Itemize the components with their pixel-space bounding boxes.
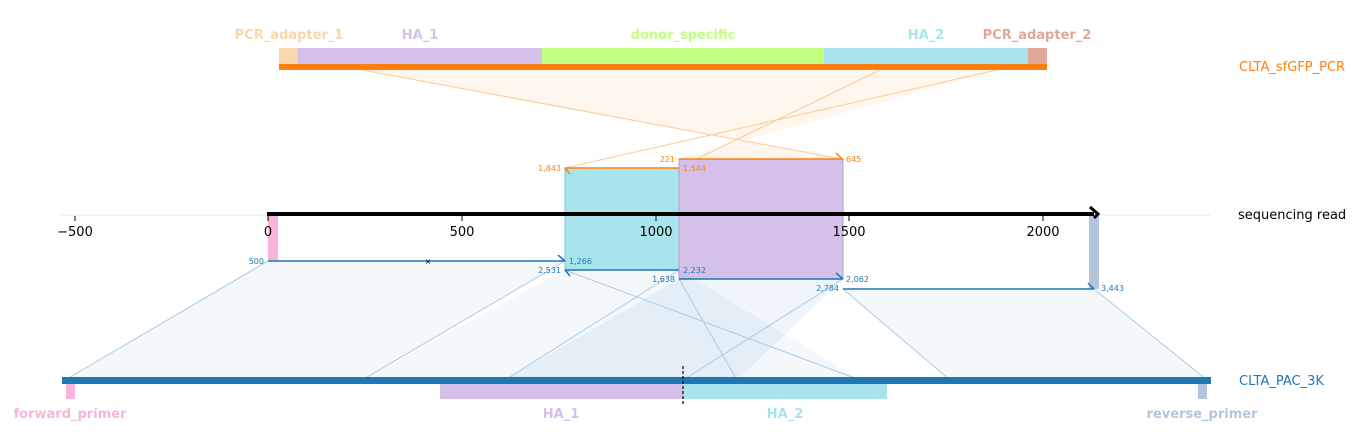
tick-label-2000: 2000 — [1026, 225, 1059, 240]
pac-track-bar — [62, 377, 1211, 384]
pac-coord-c-end: 2,062 — [846, 275, 869, 284]
pcr-coord-upper-start: 221 — [660, 155, 675, 164]
pac-coord-d-start: 2,784 — [816, 284, 839, 293]
pac-track-group: forward_primer HA_1 HA_2 reverse_primer … — [14, 366, 1324, 422]
pac-reverse-primer-feature — [1198, 383, 1207, 399]
pac-ha1-feature — [440, 383, 683, 399]
pcr-ha2-feature — [824, 48, 1028, 64]
pac-ha2-feature — [683, 383, 887, 399]
pac-forward-primer-label: forward_primer — [14, 407, 128, 422]
pac-coord-d-end: 3,443 — [1101, 284, 1124, 293]
read-arrowhead — [1089, 205, 1101, 220]
pac-track-label: CLTA_PAC_3K — [1239, 374, 1324, 389]
pac-coord-b-start: 2,531 — [538, 266, 561, 275]
read-ha1-block — [678, 158, 844, 280]
read-forward-primer-block — [268, 214, 278, 261]
pcr-alignment-wedges — [361, 69, 998, 169]
pcr-donor-specific-label: donor_specific — [631, 28, 736, 43]
pcr-track-group: PCR_adapter_1 HA_1 donor_specific HA_2 P… — [235, 28, 1345, 75]
pcr-ha2-label: HA_2 — [908, 28, 945, 43]
read-ha2-block — [564, 167, 680, 271]
pcr-adapter-1-label: PCR_adapter_1 — [235, 28, 344, 43]
pcr-adapter-2-label: PCR_adapter_2 — [983, 28, 1092, 43]
pcr-ha1-feature — [298, 48, 542, 64]
pac-coord-a-start: 500 — [249, 257, 264, 266]
pac-alignment-lines: × 500 1,266 2,531 2,232 1,638 2,062 2,78… — [249, 254, 1124, 293]
pac-align-a-gap-marker: × — [425, 257, 432, 266]
tick-label-1500: 1500 — [832, 225, 865, 240]
pac-ha1-label: HA_1 — [543, 407, 580, 422]
pac-alignment-wedges — [64, 260, 1208, 381]
sequencing-read-group: −500 0 500 1000 1500 2000 sequencing rea… — [57, 158, 1346, 289]
tick-label-500: 500 — [450, 225, 475, 240]
pcr-ha1-label: HA_1 — [402, 28, 439, 43]
tick-label-0: 0 — [264, 225, 272, 240]
read-axis-ticks: −500 0 500 1000 1500 2000 — [57, 216, 1060, 240]
pcr-wedge-ha1 — [362, 70, 997, 159]
pac-reverse-primer-label: reverse_primer — [1147, 407, 1259, 422]
read-reverse-primer-block — [1089, 214, 1099, 289]
pcr-track-label: CLTA_sfGFP_PCR — [1239, 60, 1345, 75]
pcr-alignment-lines: 221 645 1,843 1,544 — [538, 152, 861, 175]
pcr-coord-lower-end: 1,544 — [683, 164, 706, 173]
pac-coord-b-end: 2,232 — [683, 266, 706, 275]
pac-forward-primer-feature — [66, 383, 75, 399]
pac-coord-a-end: 1,266 — [569, 257, 592, 266]
tick-label-neg500: −500 — [57, 225, 93, 240]
pac-coord-c-start: 1,638 — [652, 275, 675, 284]
read-track-label: sequencing read — [1238, 208, 1346, 223]
tick-label-1000: 1000 — [639, 225, 672, 240]
pac-ha2-label: HA_2 — [767, 407, 804, 422]
pcr-track-bar — [279, 64, 1047, 70]
pcr-coord-upper-end: 645 — [846, 155, 861, 164]
pcr-adapter-1-feature — [279, 48, 298, 64]
pcr-donor-specific-feature — [542, 48, 824, 64]
pcr-adapter-2-feature — [1028, 48, 1047, 64]
pcr-coord-lower-start: 1,843 — [538, 164, 561, 173]
